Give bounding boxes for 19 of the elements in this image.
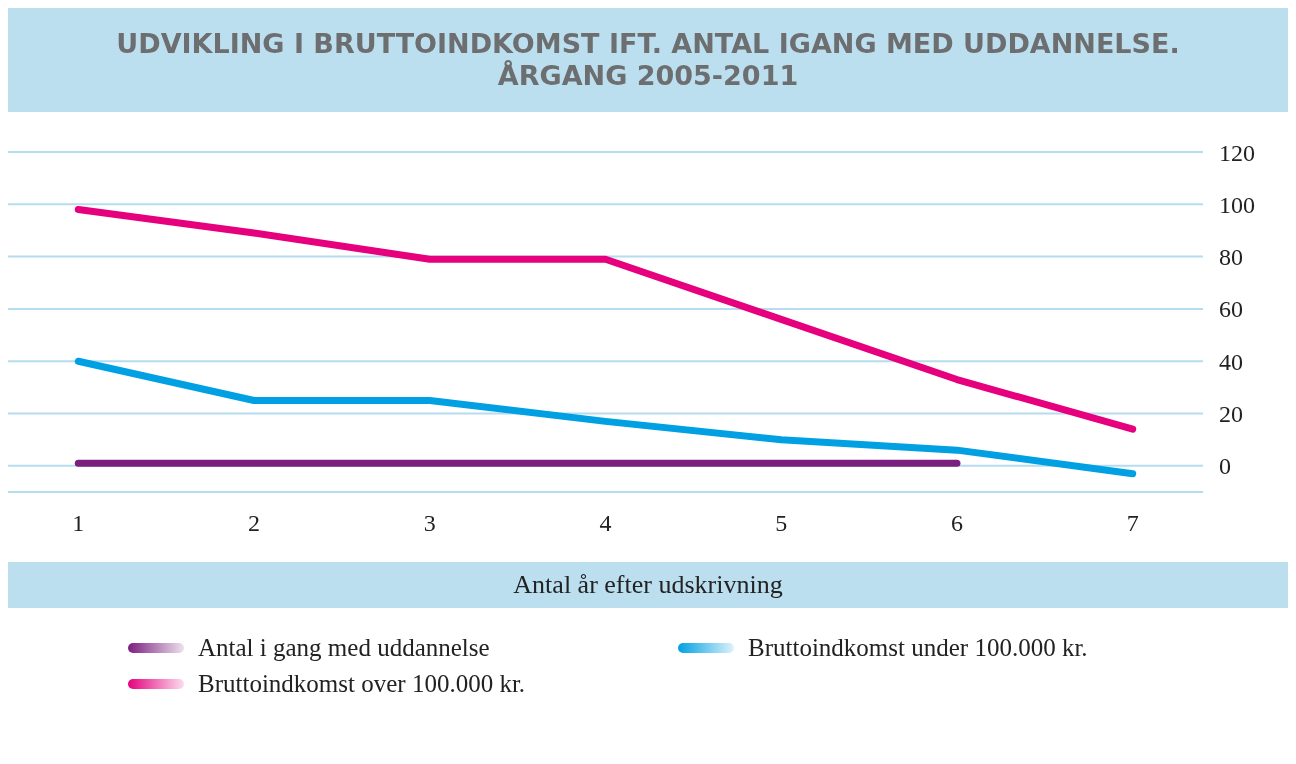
x-tick-label: 1 — [72, 510, 85, 537]
x-tick-label: 3 — [423, 510, 436, 537]
y-tick-label: 40 — [1219, 348, 1243, 375]
y-tick-label: 60 — [1219, 296, 1243, 323]
x-tick-label: 7 — [1126, 510, 1139, 537]
y-tick-label: 120 — [1219, 139, 1255, 166]
x-tick-label: 4 — [599, 510, 612, 537]
legend-label: Bruttoindkomst over 100.000 kr. — [198, 670, 526, 698]
chart-title: UDVIKLING I BRUTTOINDKOMST IFT. ANTAL IGANG MED UDDANNELSE. ÅRGANG 2005-2011 — [115, 28, 1181, 92]
legend-label: Bruttoindkomst under 100.000 kr. — [748, 634, 1088, 662]
x-axis-title: Antal år efter udskrivning — [8, 562, 1288, 608]
y-tick-label: 0 — [1219, 453, 1231, 480]
y-tick-label: 80 — [1219, 244, 1243, 271]
y-tick-label: 100 — [1219, 191, 1255, 218]
x-tick-label: 2 — [248, 510, 261, 537]
y-tick-label: 20 — [1219, 401, 1243, 428]
x-tick-label: 6 — [950, 510, 963, 537]
legend-label: Antal i gang med uddannelse — [198, 634, 490, 662]
x-tick-label: 5 — [775, 510, 788, 537]
